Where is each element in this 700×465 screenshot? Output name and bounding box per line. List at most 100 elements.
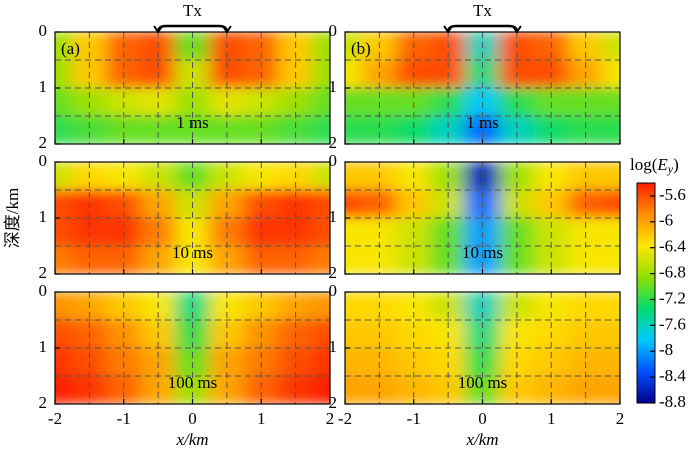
cell xyxy=(71,115,108,144)
time-label: 100 ms xyxy=(458,373,508,392)
colorbar-tick-label: -6.4 xyxy=(659,237,686,256)
cell xyxy=(499,375,535,404)
tx-label: Tx xyxy=(473,1,492,20)
x-axis-label: x/km xyxy=(465,430,498,449)
colorbar-tick-label: -5.6 xyxy=(659,185,686,204)
x-axis-label: x/km xyxy=(175,430,208,449)
cell xyxy=(312,347,330,377)
cell xyxy=(140,245,176,274)
x-tick-label: -1 xyxy=(407,409,421,428)
cell xyxy=(499,245,535,274)
colorbar xyxy=(636,182,656,404)
y-tick-label: 0 xyxy=(39,151,48,170)
cell xyxy=(312,87,330,117)
cell xyxy=(277,375,314,404)
cell xyxy=(602,87,620,117)
y-tick-label: 2 xyxy=(39,393,48,412)
cell xyxy=(345,32,363,61)
y-tick-label: 0 xyxy=(329,281,338,300)
tx-arrow xyxy=(156,24,229,33)
x-tick-label: 1 xyxy=(257,409,266,428)
cell xyxy=(312,292,330,321)
cell xyxy=(345,87,363,117)
cell xyxy=(312,319,330,349)
cell xyxy=(209,375,245,404)
cell xyxy=(602,245,620,274)
y-tick-label: 0 xyxy=(39,281,48,300)
colorbar-tick-label: -8 xyxy=(659,340,673,359)
x-tick-label: 1 xyxy=(547,409,556,428)
cell xyxy=(345,189,363,219)
time-label: 1 ms xyxy=(176,113,209,132)
arrow-head xyxy=(153,25,163,34)
cell xyxy=(55,292,73,321)
heatmap xyxy=(55,162,330,274)
label-part: ) xyxy=(673,155,679,174)
cell xyxy=(312,189,330,219)
x-tick-label: -1 xyxy=(117,409,131,428)
label-part: log( xyxy=(630,155,658,174)
cell xyxy=(277,245,314,274)
cell xyxy=(209,245,245,274)
x-tick-label: 2 xyxy=(326,409,335,428)
cell xyxy=(345,319,363,349)
cell xyxy=(602,375,620,404)
y-tick-label: 1 xyxy=(329,77,338,96)
y-tick-label: 1 xyxy=(39,77,48,96)
colorbar-tick-label: -7.2 xyxy=(659,288,686,307)
tx-label: Tx xyxy=(183,1,202,20)
cell xyxy=(312,162,330,191)
cell xyxy=(55,162,73,191)
time-label: 1 ms xyxy=(466,113,499,132)
colorbar-tick-label: -8.8 xyxy=(659,392,686,411)
cell xyxy=(55,87,73,117)
cell xyxy=(345,375,363,404)
time-label: 100 ms xyxy=(168,373,218,392)
arrow-head xyxy=(443,25,453,34)
cell xyxy=(602,347,620,377)
colorbar-label: log(Ey) xyxy=(630,155,679,176)
cell xyxy=(345,59,363,89)
x-tick-label: -2 xyxy=(48,409,62,428)
cell xyxy=(602,32,620,61)
colorbar-tick-label: -8.4 xyxy=(659,366,686,385)
cell xyxy=(345,115,363,144)
cell xyxy=(345,162,363,191)
cell xyxy=(430,375,466,404)
cell xyxy=(55,347,73,377)
panel-label: (b) xyxy=(351,39,371,58)
cell xyxy=(55,375,73,404)
cell xyxy=(277,115,314,144)
cell xyxy=(312,245,330,274)
y-tick-label: 1 xyxy=(39,207,48,226)
cell xyxy=(499,115,535,144)
cell xyxy=(345,245,363,274)
cell xyxy=(345,292,363,321)
x-tick-label: -2 xyxy=(338,409,352,428)
colorbar-tick-label: -6 xyxy=(659,211,673,230)
cell xyxy=(55,32,73,61)
colorbar-tick-label: -6.8 xyxy=(659,262,686,281)
y-tick-label: 2 xyxy=(329,393,338,412)
colorbar-tick-label: -7.6 xyxy=(659,314,686,333)
y-tick-label: 2 xyxy=(329,133,338,152)
y-tick-label: 1 xyxy=(329,207,338,226)
cell xyxy=(209,115,245,144)
time-label: 10 ms xyxy=(172,243,213,262)
cell xyxy=(361,245,398,274)
cell xyxy=(312,32,330,61)
cell xyxy=(71,375,108,404)
heatmap-cells xyxy=(55,162,330,274)
cell xyxy=(602,59,620,89)
cell xyxy=(55,319,73,349)
cell xyxy=(55,217,73,247)
cell xyxy=(312,217,330,247)
cell xyxy=(140,375,176,404)
arrow-head xyxy=(222,25,232,34)
y-tick-label: 0 xyxy=(39,21,48,40)
label-part: y xyxy=(667,162,674,176)
cell xyxy=(312,375,330,404)
y-tick-label: 2 xyxy=(329,263,338,282)
cell xyxy=(602,189,620,219)
cell xyxy=(55,245,73,274)
